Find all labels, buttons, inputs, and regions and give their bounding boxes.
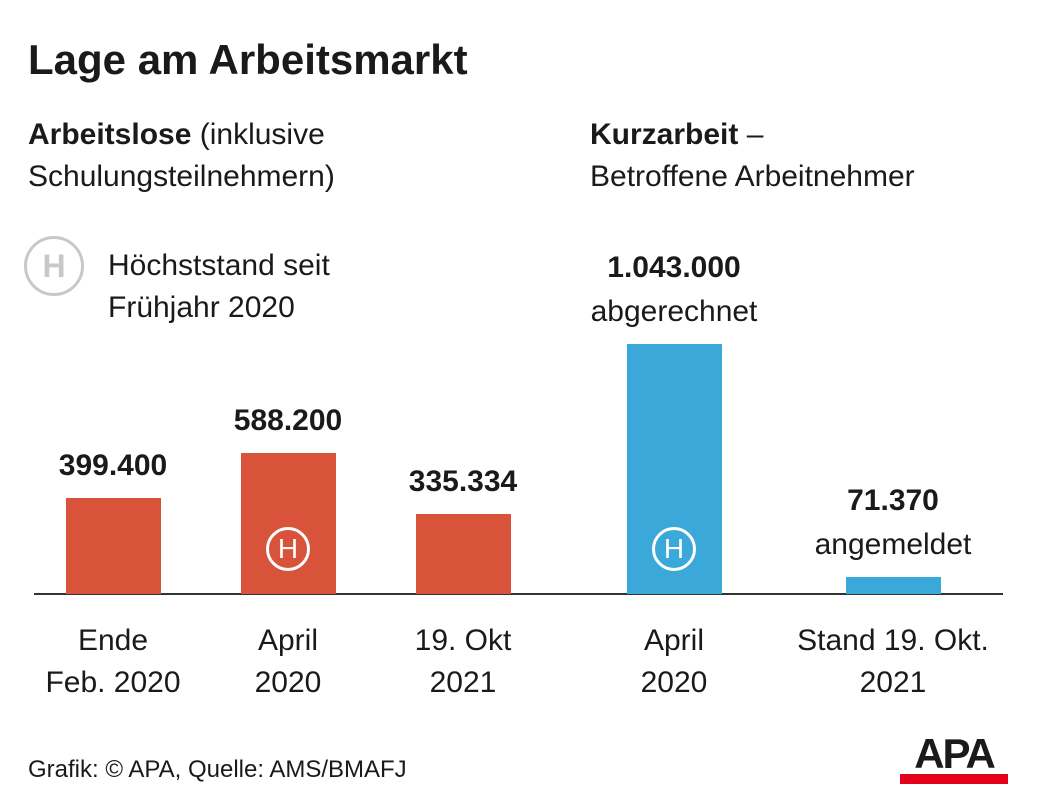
subtitle: Kurzarbeit – Betroffene Arbeitnehmer [590, 114, 915, 198]
value-label-group: 335.334 [333, 460, 593, 504]
bar [65, 498, 161, 594]
value-label: 335.334 [408, 464, 518, 498]
x-tick-label: 19. Okt 2021 [414, 624, 512, 699]
subtitle-text: (inklusive Schulungsteilnehmern) [28, 118, 335, 193]
legend-label: Höchststand seit Frühjahr 2020 [108, 249, 330, 324]
x-tick-label: April 2020 [254, 624, 322, 699]
peak-marker: H [652, 527, 696, 571]
title: Lage am Arbeitsmarkt [28, 36, 468, 83]
value-label: 1.043.000 [607, 251, 741, 284]
value-label-group: 588.200 [158, 399, 418, 443]
logo-text: APA [914, 730, 996, 777]
logo: APA [900, 732, 1008, 784]
logo-bar [900, 774, 1008, 784]
peak-marker: H [266, 527, 310, 571]
value-label: 588.200 [233, 404, 343, 438]
subtitle: Arbeitslose (inklusive Schulungsteilnehm… [28, 114, 335, 198]
baseline [34, 593, 1003, 595]
x-tick-label: Ende Feb. 2020 [45, 624, 181, 699]
x-tick-label: Stand 19. Okt. 2021 [797, 624, 989, 699]
value-label-group: 1.043.000 abgerechnet [544, 246, 804, 334]
value-note: abgerechnet [590, 295, 758, 328]
value-label-group: 71.370 angemeldet [763, 479, 1023, 567]
legend-symbol: H [24, 236, 84, 296]
bar [845, 576, 941, 594]
bar [415, 513, 511, 594]
value-note: angemeldet [814, 527, 972, 561]
subtitle-bold: Arbeitslose [28, 118, 192, 151]
subtitle-bold: Kurzarbeit [590, 118, 739, 151]
x-tick-label: April 2020 [640, 624, 708, 699]
value-label: 71.370 [847, 483, 939, 517]
subtitle-text: – Betroffene Arbeitnehmer [590, 118, 915, 193]
source: Grafik: © APA, Quelle: AMS/BMAFJ [28, 756, 407, 783]
value-label-group: 399.400 [0, 444, 243, 488]
bar [240, 453, 336, 594]
value-label: 399.400 [58, 449, 168, 483]
